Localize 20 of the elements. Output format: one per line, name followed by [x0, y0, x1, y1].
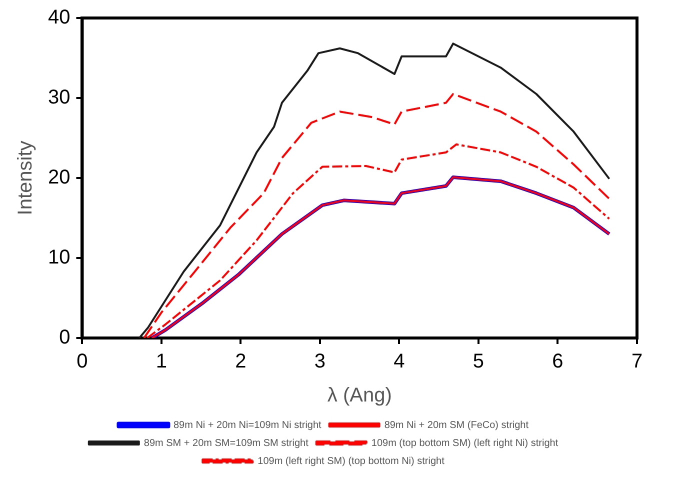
x-tick-label: 6	[552, 350, 564, 373]
legend-label: 89m Ni + 20m SM (FeCo) stright	[384, 420, 529, 431]
y-tick-label: 40	[48, 6, 70, 29]
x-tick-label: 2	[235, 350, 246, 373]
legend-label: 89m Ni + 20m Ni=109m Ni stright	[173, 420, 322, 431]
legend-label: 109m (top bottom SM) (left right Ni) stright	[371, 438, 558, 449]
x-tick-label: 5	[472, 350, 484, 373]
x-tick-label: 1	[156, 350, 168, 373]
y-tick-label: 0	[59, 326, 70, 349]
y-axis-title: Intensity	[14, 140, 37, 216]
legend-label: 109m (left right SM) (top bottom Ni) stright	[258, 456, 445, 467]
legend-label: 89m SM + 20m SM=109m SM stright	[144, 438, 309, 449]
y-tick-label: 10	[48, 246, 70, 269]
y-tick-label: 20	[48, 166, 70, 189]
x-tick-label: 7	[631, 350, 643, 373]
x-axis-title: λ (Ang)	[327, 384, 392, 407]
x-tick-label: 4	[394, 350, 405, 373]
x-tick-label: 3	[314, 350, 326, 373]
x-tick-label: 0	[76, 350, 88, 373]
y-tick-label: 30	[48, 86, 70, 109]
